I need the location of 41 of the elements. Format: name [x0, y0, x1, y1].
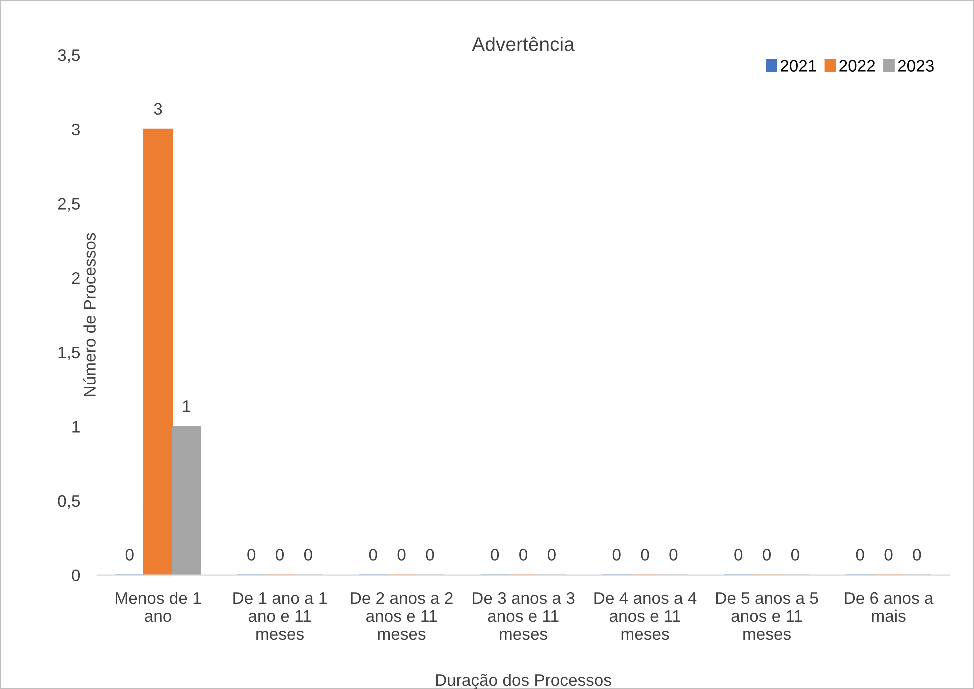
data-label: 0 [248, 549, 256, 561]
chart-title: Advertência [472, 36, 575, 52]
y-tick-label: 1 [72, 421, 80, 433]
y-tick-label: 3 [72, 124, 80, 136]
legend-label: 2021 [780, 60, 816, 72]
x-tick-label: De 4 anos a 4 anos e 11 meses [594, 592, 697, 640]
x-tick-label: Menos de 1 ano [116, 592, 202, 622]
data-label: 0 [369, 549, 378, 561]
x-tick-label: De 2 anos a 2 anos e 11 meses [351, 592, 453, 640]
data-label: 0 [856, 549, 864, 561]
y-axis-title: Número de Processos [84, 233, 96, 396]
data-label: 0 [734, 549, 743, 561]
y-tick-label: 3,5 [58, 50, 80, 64]
x-tick-label: De 3 anos a 3 anos e 11 meses [473, 592, 575, 640]
data-label: 0 [641, 549, 650, 561]
data-label: 0 [913, 549, 922, 561]
y-tick-label: 0,5 [58, 495, 80, 510]
y-tick-label: 2,5 [58, 198, 80, 212]
y-tick-label: 2 [72, 272, 80, 284]
data-label: 0 [426, 549, 434, 561]
x-tick-label: De 5 anos a 5 anos e 11 meses [716, 592, 818, 640]
data-label: 0 [763, 549, 772, 561]
data-label: 0 [304, 549, 312, 561]
y-tick-label: 0 [72, 570, 80, 582]
data-label: 0 [520, 549, 528, 561]
y-tick-label: 1,5 [58, 346, 80, 361]
x-tick-label: De 6 anos a mais [845, 592, 934, 622]
data-label: 3 [154, 103, 162, 116]
data-label: 0 [884, 549, 893, 561]
data-label: 0 [398, 549, 406, 561]
data-label: 0 [276, 549, 284, 561]
x-tick-label: De 1 ano a 1 ano e 11 meses [234, 592, 327, 640]
data-label: 0 [612, 549, 621, 561]
legend-label: 2023 [898, 60, 934, 72]
data-label: 1 [183, 400, 191, 412]
data-label: 0 [491, 549, 500, 561]
data-label: 0 [791, 549, 800, 561]
data-label: 0 [670, 549, 678, 561]
data-label: 0 [548, 549, 556, 561]
legend-label: 2022 [840, 60, 876, 72]
data-label: 0 [126, 549, 134, 561]
